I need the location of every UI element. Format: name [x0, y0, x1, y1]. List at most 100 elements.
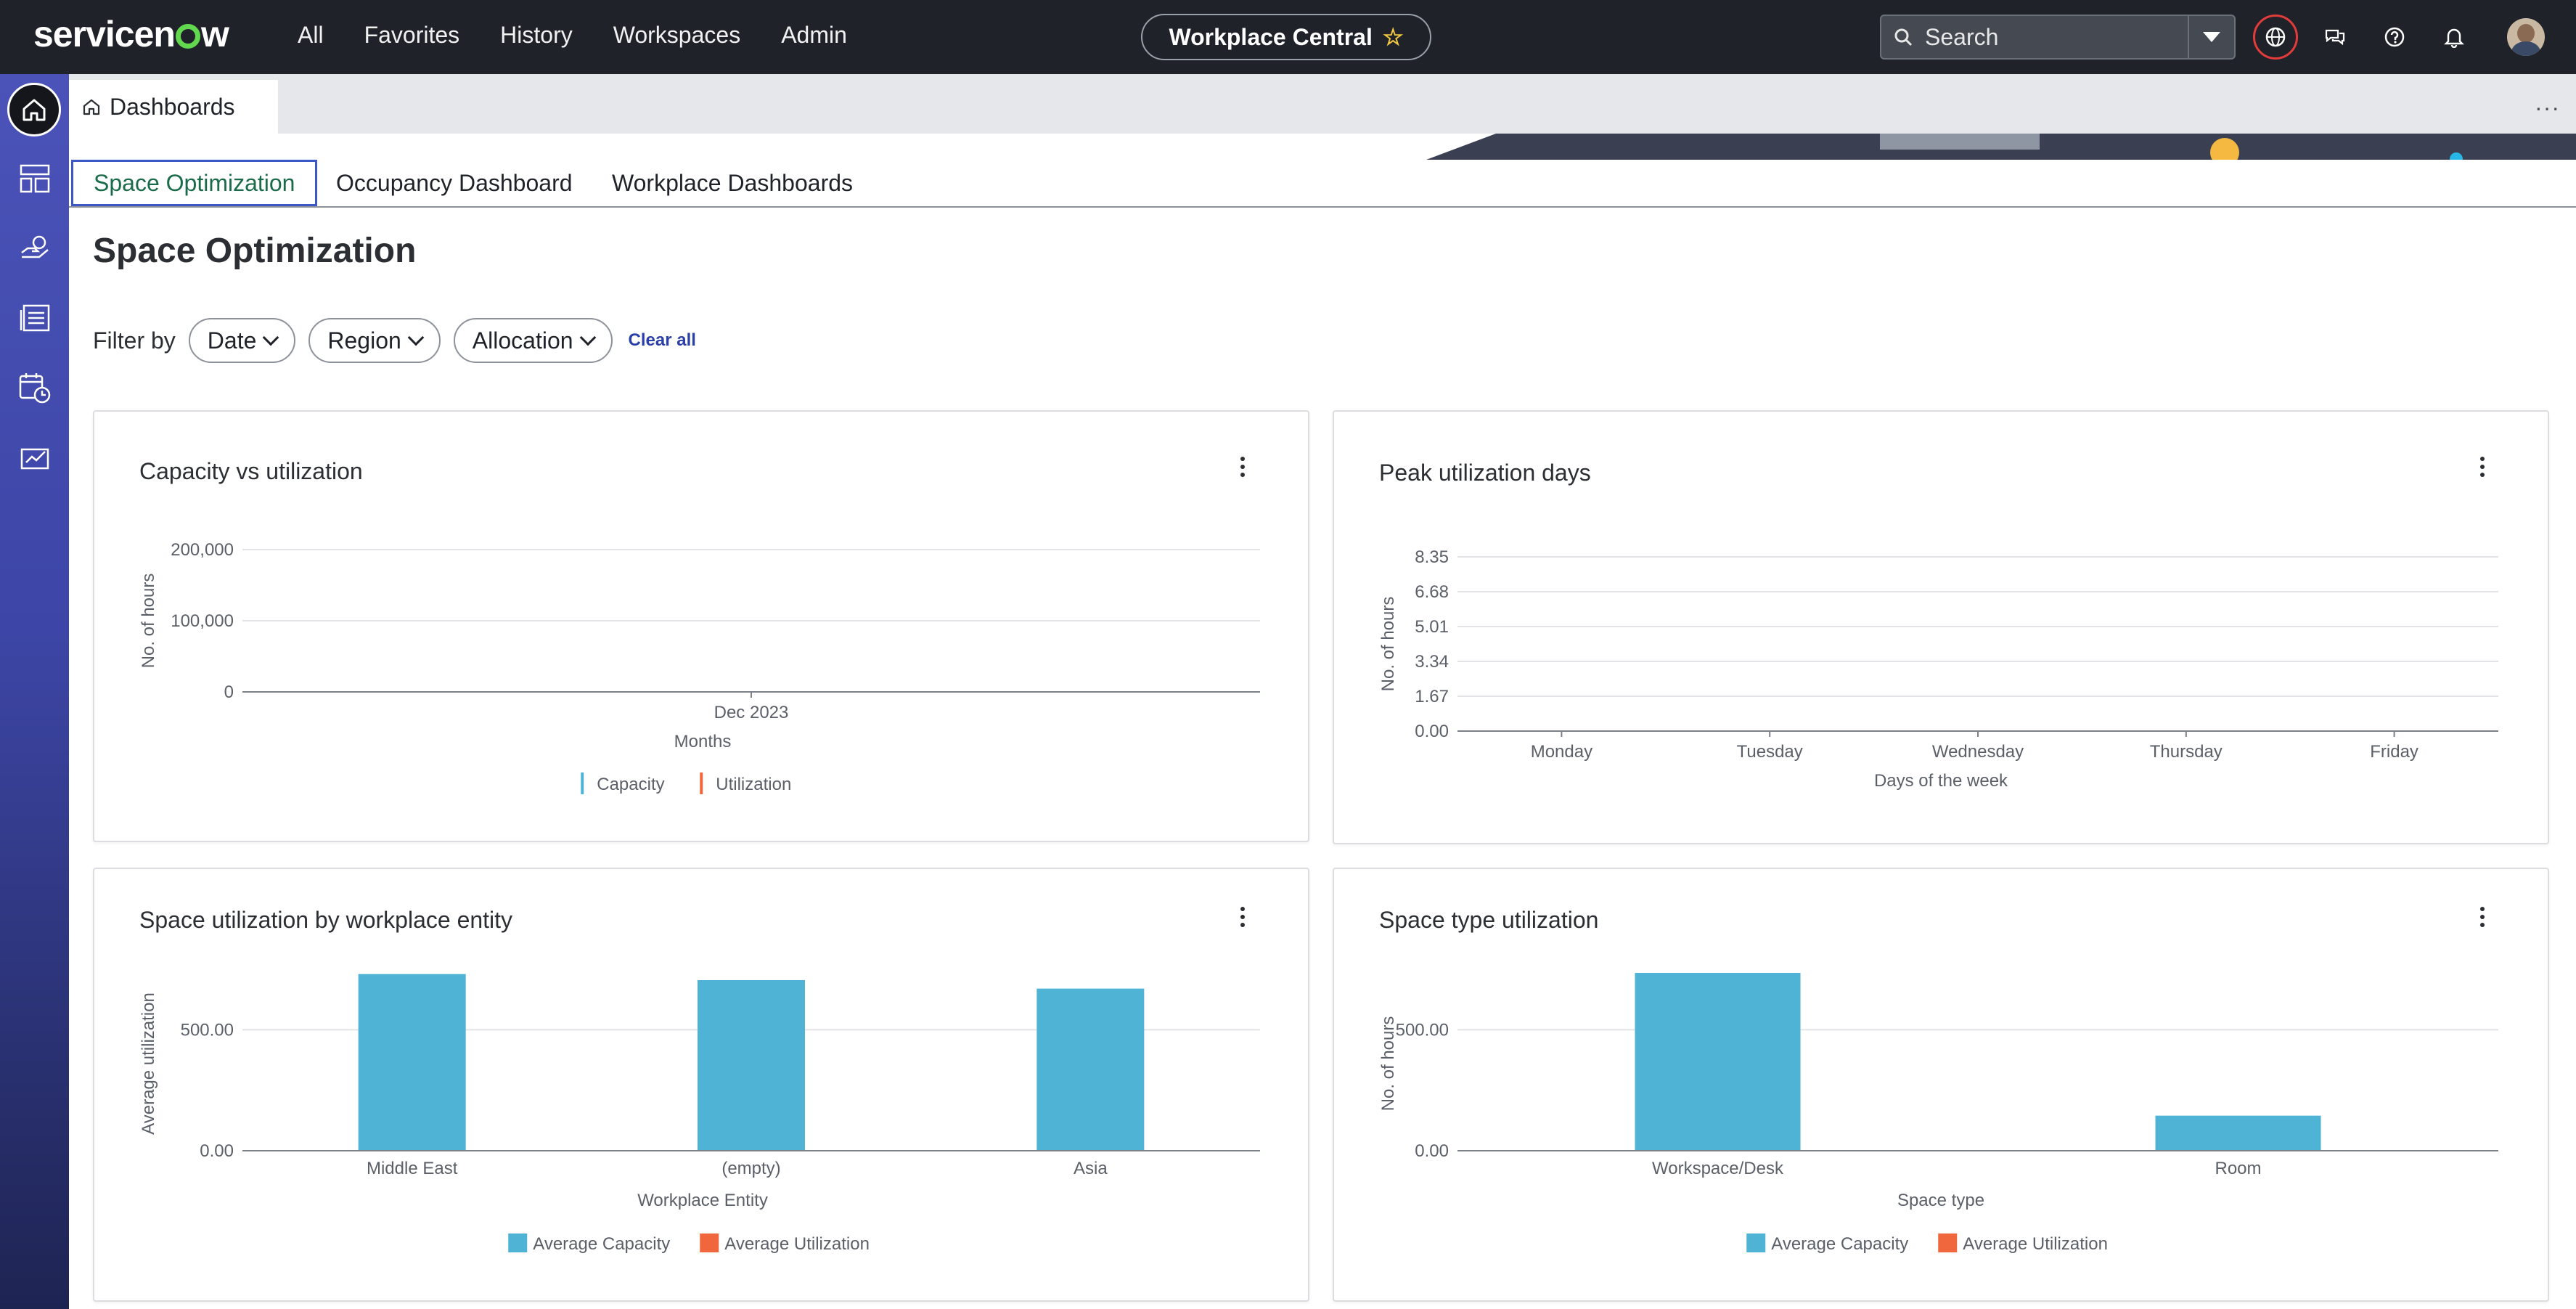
home-icon[interactable] [7, 83, 61, 136]
chart-peak-utilization-days: 8.35 6.68 5.01 3.34 1.67 0.00 No. of hours Days… [1378, 547, 2498, 791]
legend-swatch [700, 1233, 719, 1252]
kebab-menu-icon[interactable] [1237, 452, 1248, 481]
chart-card-space-type-utilization: Space type utilization 500.00 Workspace/D… [1333, 868, 2549, 1302]
x-axis-label: Workplace Entity [637, 1191, 768, 1210]
chart-space-utilization-by-entity: 500.00 Middle East (empty) Asia 0.00 Average … [139, 974, 1260, 1254]
y-axis-label: No. of hours [1378, 1016, 1398, 1112]
kebab-menu-icon[interactable] [1237, 902, 1248, 931]
chart-card-capacity-vs-utilization: Capacity vs utilization 200,000 100,000 0 N… [93, 410, 1309, 842]
utility-icons [2253, 15, 2545, 60]
dashboard-layout-icon[interactable] [16, 160, 54, 197]
calendar-clock-icon[interactable] [16, 369, 54, 407]
bar-average-capacity [2155, 1115, 2321, 1151]
workplace-services-icon[interactable] [16, 229, 54, 267]
legend-label: Average Capacity [1771, 1234, 1908, 1254]
x-tick-label: Wednesday [1932, 742, 2024, 762]
y-tick-label: 100,000 [171, 611, 234, 631]
filter-region[interactable]: Region [308, 318, 441, 363]
legend-swatch [581, 772, 584, 794]
globe-icon[interactable] [2253, 15, 2298, 60]
banner-illustration-sun [2210, 138, 2239, 160]
home-icon [83, 99, 100, 115]
chart-title: Space utilization by workplace entity [139, 907, 513, 933]
more-options-icon[interactable]: ··· [2535, 94, 2560, 121]
user-avatar[interactable] [2507, 18, 2545, 56]
legend-label: Average Capacity [533, 1234, 670, 1254]
legend-label: Utilization [716, 775, 791, 794]
left-sidebar [0, 74, 69, 1309]
banner-illustration-dot [2450, 152, 2463, 160]
workspace-name: Workplace Central [1169, 23, 1373, 50]
bar-average-capacity [698, 980, 805, 1151]
x-tick-label: Dec 2023 [714, 703, 789, 722]
x-axis-label: Space type [1897, 1191, 1984, 1210]
filter-date[interactable]: Date [188, 318, 296, 363]
bar-average-capacity [358, 974, 466, 1151]
y-tick-label: 3.34 [1415, 652, 1449, 672]
top-navigation-bar: servicen w All Favorites History Workspac… [0, 0, 2576, 74]
x-tick-label: Middle East [367, 1159, 458, 1178]
tab-workplace-dashboards[interactable]: Workplace Dashboards [612, 169, 854, 196]
kebab-menu-icon[interactable] [2477, 902, 2488, 931]
tab-space-optimization[interactable]: Space Optimization [71, 160, 318, 206]
chart-space-type-utilization: 500.00 Workspace/Desk Room 0.00 No. of hours… [1378, 973, 2498, 1254]
x-axis-label: Days of the week [1874, 771, 2008, 791]
chart-title: Space type utilization [1379, 907, 1599, 933]
legend-label: Capacity [597, 775, 664, 794]
workspace-pill[interactable]: Workplace Central ☆ [1141, 14, 1431, 60]
primary-nav: All Favorites History Workspaces Admin [298, 22, 847, 49]
kebab-menu-icon[interactable] [2477, 452, 2488, 481]
page-title: Space Optimization [93, 232, 417, 270]
chevron-down-icon [579, 329, 596, 346]
clear-all-link[interactable]: Clear all [628, 330, 696, 350]
x-axis-label: Months [674, 732, 732, 751]
chevron-down-icon [407, 329, 425, 346]
legend-label: Average Utilization [1963, 1234, 2108, 1254]
chart-card-space-utilization-by-entity: Space utilization by workplace entity 50… [93, 868, 1309, 1302]
banner-illustration-device [1880, 134, 2040, 150]
dashboard-tabs: Space Optimization Occupancy Dashboard W… [69, 160, 2576, 208]
chart-title: Peak utilization days [1379, 460, 1591, 486]
y-tick-label: 5.01 [1415, 617, 1449, 637]
nav-all[interactable]: All [298, 22, 324, 48]
star-icon[interactable]: ☆ [1382, 24, 1404, 50]
x-tick-label: Thursday [2150, 742, 2223, 762]
y-axis-label: No. of hours [139, 574, 158, 669]
servicenow-logo[interactable]: servicen w [33, 14, 229, 54]
filter-date-label: Date [207, 327, 257, 354]
global-search[interactable]: Search [1880, 15, 2236, 60]
chart-card-peak-utilization-days: Peak utilization days 8.35 6.68 5.01 3.34 1.… [1333, 410, 2549, 844]
tab-occupancy-dashboard[interactable]: Occupancy Dashboard [336, 169, 573, 196]
chat-icon[interactable] [2313, 15, 2358, 60]
filter-allocation[interactable]: Allocation [453, 318, 613, 363]
legend-swatch [508, 1233, 528, 1252]
tab-label: Dashboards [110, 93, 235, 120]
tab-dashboards[interactable]: Dashboards [69, 80, 278, 134]
y-tick-label: 500.00 [181, 1020, 234, 1040]
y-tick-label: 0.00 [1415, 1141, 1449, 1161]
nav-history[interactable]: History [500, 22, 573, 48]
x-tick-label: Workspace/Desk [1652, 1159, 1784, 1178]
nav-workspaces[interactable]: Workspaces [613, 22, 741, 48]
bell-icon[interactable] [2432, 15, 2477, 60]
chevron-down-icon [263, 329, 279, 346]
filter-allocation-label: Allocation [472, 327, 573, 354]
app-tab-strip: Dashboards ··· [69, 74, 2576, 134]
analytics-check-icon[interactable] [16, 439, 54, 476]
nav-favorites[interactable]: Favorites [364, 22, 460, 48]
reports-list-icon[interactable] [16, 299, 54, 337]
bar-average-capacity [1036, 988, 1145, 1151]
y-axis-label: No. of hours [1378, 597, 1398, 692]
x-tick-label: Monday [1531, 742, 1592, 762]
y-tick-label: 0 [224, 682, 234, 702]
y-tick-label: 8.35 [1415, 547, 1449, 567]
x-tick-label: Friday [2370, 742, 2418, 762]
search-scope-dropdown[interactable] [2188, 16, 2234, 58]
y-axis-label: Average utilization [139, 992, 158, 1135]
nav-admin[interactable]: Admin [781, 22, 847, 48]
x-tick-label: Tuesday [1737, 742, 1803, 762]
chart-title: Capacity vs utilization [139, 458, 363, 484]
search-input[interactable]: Search [1925, 23, 1999, 50]
help-icon[interactable] [2372, 15, 2417, 60]
legend-swatch [1938, 1233, 1958, 1252]
